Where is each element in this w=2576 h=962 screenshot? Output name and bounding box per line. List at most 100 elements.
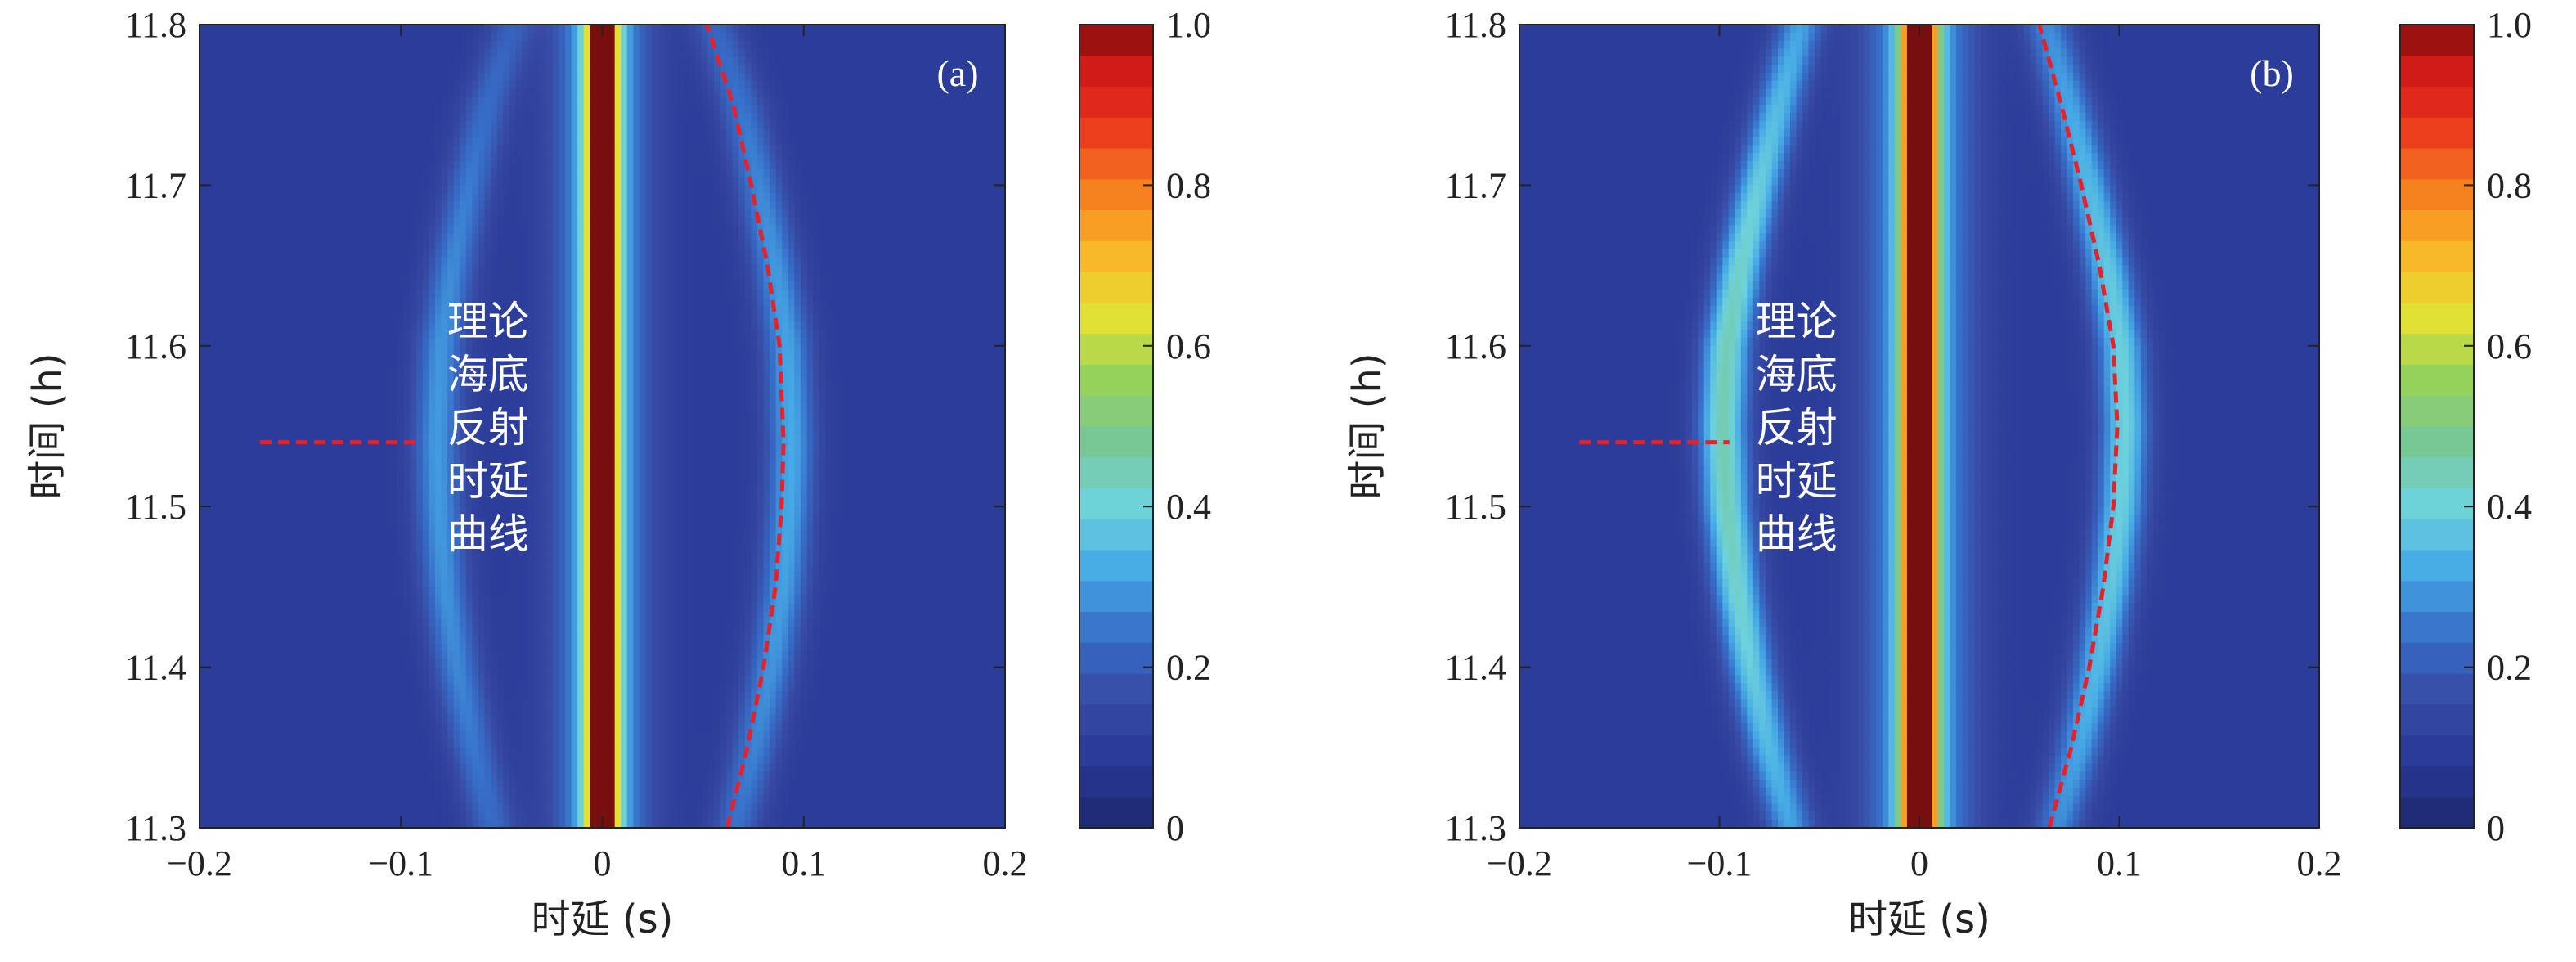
heatmap-cell bbox=[738, 105, 745, 113]
heatmap-cell bbox=[218, 161, 225, 169]
heatmap-cell bbox=[627, 48, 634, 56]
heatmap-cell bbox=[342, 121, 348, 129]
heatmap-cell bbox=[236, 185, 243, 193]
heatmap-cell bbox=[466, 81, 473, 89]
heatmap-cell bbox=[565, 41, 572, 49]
heatmap-cell bbox=[324, 330, 330, 338]
heatmap-cell bbox=[231, 321, 237, 330]
heatmap-cell bbox=[695, 178, 702, 186]
heatmap-cell bbox=[379, 273, 386, 281]
heatmap-cell bbox=[837, 290, 844, 298]
heatmap-cell bbox=[962, 97, 968, 105]
heatmap-cell bbox=[912, 298, 918, 306]
heatmap-cell bbox=[385, 330, 392, 338]
heatmap-cell bbox=[379, 201, 386, 209]
heatmap-cell bbox=[317, 218, 324, 226]
heatmap-cell bbox=[906, 226, 913, 234]
heatmap-cell bbox=[447, 137, 454, 145]
heatmap-cell bbox=[354, 105, 361, 113]
heatmap-cell bbox=[640, 178, 646, 186]
heatmap-cell bbox=[714, 137, 720, 145]
heatmap-cell bbox=[249, 330, 256, 338]
heatmap-cell bbox=[379, 298, 386, 306]
heatmap-cell bbox=[429, 25, 435, 33]
heatmap-cell bbox=[324, 218, 330, 226]
heatmap-cell bbox=[330, 306, 336, 314]
heatmap-cell bbox=[906, 241, 913, 249]
heatmap-cell bbox=[379, 306, 386, 314]
heatmap-cell bbox=[249, 48, 256, 56]
heatmap-cell bbox=[255, 185, 262, 193]
heatmap-cell bbox=[603, 81, 609, 89]
heatmap-cell bbox=[856, 321, 863, 330]
heatmap-cell bbox=[454, 129, 460, 137]
heatmap-cell bbox=[367, 266, 374, 274]
heatmap-cell bbox=[429, 314, 435, 322]
heatmap-cell bbox=[249, 218, 256, 226]
heatmap-cell bbox=[850, 145, 857, 153]
heatmap-cell bbox=[478, 193, 485, 201]
heatmap-cell bbox=[900, 314, 906, 322]
heatmap-cell bbox=[968, 321, 975, 330]
heatmap-cell bbox=[255, 33, 262, 41]
heatmap-cell bbox=[745, 97, 752, 105]
heatmap-cell bbox=[522, 178, 528, 186]
heatmap-cell bbox=[757, 25, 764, 33]
heatmap-cell bbox=[652, 25, 658, 33]
heatmap-cell bbox=[534, 241, 541, 249]
heatmap-cell bbox=[868, 48, 875, 56]
heatmap-cell bbox=[565, 129, 572, 137]
heatmap-cell bbox=[850, 249, 857, 258]
heatmap-cell bbox=[801, 97, 807, 105]
heatmap-cell bbox=[863, 249, 869, 258]
heatmap-cell bbox=[466, 201, 473, 209]
heatmap-cell bbox=[621, 241, 627, 249]
heatmap-cell bbox=[534, 233, 541, 241]
heatmap-cell bbox=[943, 185, 949, 193]
heatmap-cell bbox=[298, 241, 305, 249]
heatmap-cell bbox=[466, 129, 473, 137]
heatmap-cell bbox=[918, 226, 925, 234]
heatmap-cell bbox=[249, 306, 256, 314]
heatmap-cell bbox=[807, 201, 814, 209]
heatmap-cell bbox=[603, 145, 609, 153]
heatmap-cell bbox=[676, 81, 683, 89]
heatmap-cell bbox=[429, 169, 435, 178]
heatmap-cell bbox=[683, 178, 689, 186]
heatmap-cell bbox=[416, 258, 423, 266]
heatmap-cell bbox=[367, 41, 374, 49]
heatmap-cell bbox=[664, 201, 671, 209]
heatmap-cell bbox=[621, 113, 627, 121]
heatmap-cell bbox=[342, 81, 348, 89]
heatmap-cell bbox=[633, 281, 640, 290]
heatmap-cell bbox=[801, 73, 807, 81]
heatmap-cell bbox=[565, 178, 572, 186]
heatmap-cell bbox=[832, 314, 838, 322]
heatmap-cell bbox=[385, 56, 392, 65]
heatmap-cell bbox=[931, 226, 937, 234]
heatmap-cell bbox=[317, 89, 324, 97]
heatmap-cell bbox=[751, 145, 757, 153]
heatmap-cell bbox=[324, 290, 330, 298]
heatmap-cell bbox=[200, 193, 206, 201]
heatmap-cell bbox=[249, 258, 256, 266]
heatmap-cell bbox=[590, 314, 596, 322]
heatmap-cell bbox=[336, 233, 343, 241]
heatmap-cell bbox=[293, 185, 299, 193]
heatmap-cell bbox=[974, 209, 981, 218]
heatmap-cell bbox=[714, 105, 720, 113]
heatmap-cell bbox=[733, 33, 739, 41]
heatmap-cell bbox=[503, 290, 509, 298]
heatmap-cell bbox=[764, 56, 770, 65]
heatmap-cell bbox=[224, 113, 231, 121]
heatmap-cell bbox=[311, 97, 317, 105]
heatmap-cell bbox=[435, 185, 442, 193]
heatmap-cell bbox=[702, 314, 708, 322]
heatmap-cell bbox=[397, 48, 404, 56]
heatmap-cell bbox=[379, 178, 386, 186]
heatmap-cell bbox=[293, 178, 299, 186]
heatmap-cell bbox=[392, 33, 398, 41]
heatmap-cell bbox=[577, 290, 584, 298]
heatmap-cell bbox=[280, 105, 287, 113]
heatmap-cell bbox=[249, 105, 256, 113]
